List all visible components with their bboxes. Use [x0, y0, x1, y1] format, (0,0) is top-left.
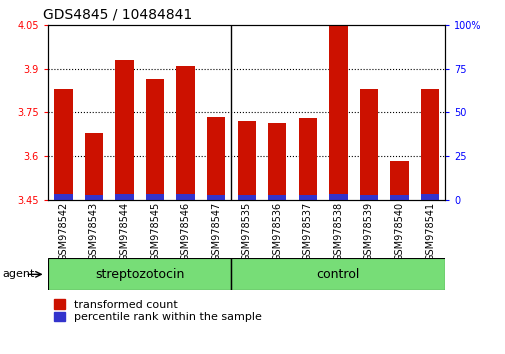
Bar — [207, 195, 225, 200]
Bar — [115, 60, 133, 200]
Bar — [359, 89, 377, 200]
Bar — [176, 194, 194, 200]
Bar — [389, 161, 408, 200]
Bar — [237, 195, 256, 200]
Bar — [145, 79, 164, 200]
Text: GDS4845 / 10484841: GDS4845 / 10484841 — [43, 7, 192, 21]
Bar — [420, 194, 438, 200]
Text: control: control — [316, 268, 360, 281]
Bar — [145, 194, 164, 200]
Text: agent: agent — [3, 269, 35, 279]
Bar — [115, 194, 133, 200]
Legend: transformed count, percentile rank within the sample: transformed count, percentile rank withi… — [54, 299, 261, 322]
Bar — [54, 194, 72, 200]
Bar — [268, 122, 286, 200]
Bar — [359, 195, 377, 200]
Bar — [84, 195, 103, 200]
Bar — [54, 89, 72, 200]
Bar — [329, 25, 347, 200]
Bar — [231, 258, 444, 290]
Bar — [237, 121, 256, 200]
Bar — [298, 118, 316, 200]
Bar — [298, 195, 316, 200]
Bar — [389, 195, 408, 200]
Bar — [420, 89, 438, 200]
Bar — [268, 195, 286, 200]
Bar — [176, 65, 194, 200]
Bar — [84, 133, 103, 200]
Bar — [329, 194, 347, 200]
Text: streptozotocin: streptozotocin — [95, 268, 184, 281]
Bar — [48, 258, 231, 290]
Bar — [207, 117, 225, 200]
